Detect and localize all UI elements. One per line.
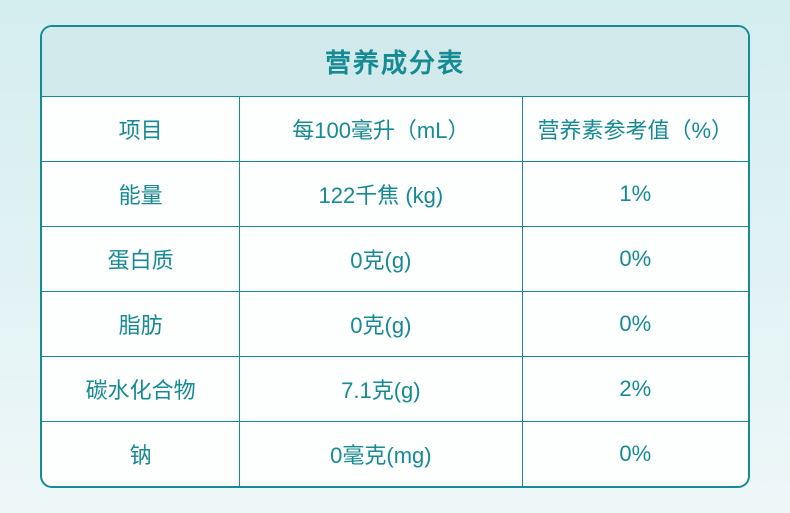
col-header-per100ml: 每100毫升（mL） [240,97,522,162]
cell-value: 0克(g) [240,292,522,357]
table-row: 脂肪 0克(g) 0% [42,292,748,357]
table-row: 钠 0毫克(mg) 0% [42,422,748,487]
nutrition-table: 营养成分表 项目 每100毫升（mL） 营养素参考值（%） 能量 122千焦 (… [40,25,750,488]
col-header-nrv: 营养素参考值（%） [522,97,748,162]
cell-value: 0克(g) [240,227,522,292]
cell-nrv: 0% [522,292,748,357]
cell-item: 碳水化合物 [42,357,240,422]
cell-item: 能量 [42,162,240,227]
table-header-row: 项目 每100毫升（mL） 营养素参考值（%） [42,97,748,162]
cell-nrv: 2% [522,357,748,422]
table-row: 能量 122千焦 (kg) 1% [42,162,748,227]
cell-item: 脂肪 [42,292,240,357]
cell-nrv: 1% [522,162,748,227]
cell-item: 钠 [42,422,240,487]
table-row: 碳水化合物 7.1克(g) 2% [42,357,748,422]
table-title: 营养成分表 [42,27,748,97]
cell-value: 7.1克(g) [240,357,522,422]
cell-value: 0毫克(mg) [240,422,522,487]
nutrition-data-table: 项目 每100毫升（mL） 营养素参考值（%） 能量 122千焦 (kg) 1%… [42,97,748,486]
table-row: 蛋白质 0克(g) 0% [42,227,748,292]
col-header-item: 项目 [42,97,240,162]
cell-item: 蛋白质 [42,227,240,292]
cell-value: 122千焦 (kg) [240,162,522,227]
cell-nrv: 0% [522,227,748,292]
cell-nrv: 0% [522,422,748,487]
